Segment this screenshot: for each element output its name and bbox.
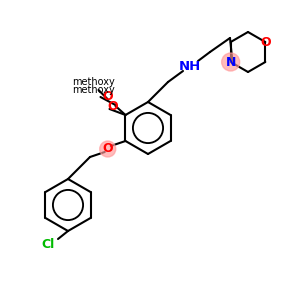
- Text: N: N: [226, 56, 236, 68]
- Text: NH: NH: [179, 59, 201, 73]
- Text: O: O: [107, 100, 118, 113]
- Text: methoxy: methoxy: [72, 77, 115, 87]
- Text: O: O: [102, 89, 113, 103]
- Circle shape: [222, 53, 240, 71]
- Text: Cl: Cl: [41, 238, 55, 251]
- Circle shape: [100, 141, 116, 157]
- Text: O: O: [102, 142, 113, 155]
- Text: O: O: [260, 35, 271, 49]
- Text: methoxy: methoxy: [72, 85, 115, 95]
